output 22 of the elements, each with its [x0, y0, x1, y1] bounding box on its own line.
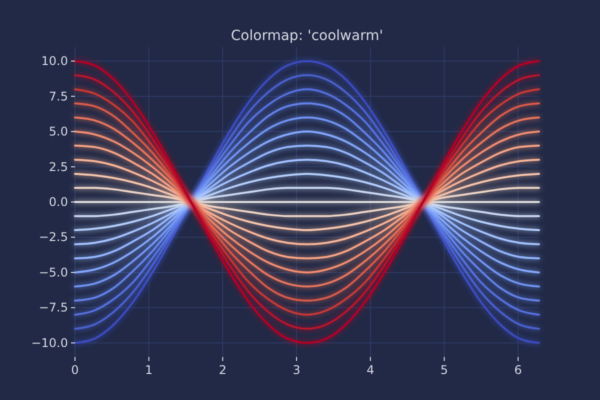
chart-title: Colormap: 'coolwarm': [230, 28, 384, 44]
line-series: [74, 172, 540, 232]
x-tick-label: 4: [366, 363, 374, 377]
x-tick-label: 5: [440, 363, 448, 377]
line-series: [74, 130, 540, 274]
x-tick-label: 6: [514, 363, 522, 377]
y-tick-label: −2.5: [38, 230, 68, 244]
line-series: [74, 158, 540, 246]
x-tick-label: 2: [218, 363, 227, 377]
y-tick-label: 5.0: [48, 124, 68, 139]
y-tick-label: 0.0: [48, 195, 68, 209]
x-tick-label: 0: [71, 363, 79, 377]
x-tick-label: 1: [145, 363, 153, 377]
line-series: [74, 144, 540, 260]
y-tick-label: 7.5: [48, 89, 68, 104]
line-series: [74, 186, 540, 218]
y-tick-label: −10.0: [31, 336, 68, 350]
y-tick-label: −5.0: [38, 265, 68, 280]
x-tick-label: 3: [292, 363, 300, 377]
y-tick-label: 2.5: [48, 160, 68, 174]
y-tick-label: 10.0: [41, 54, 68, 68]
y-tick-label: −7.5: [38, 300, 68, 315]
